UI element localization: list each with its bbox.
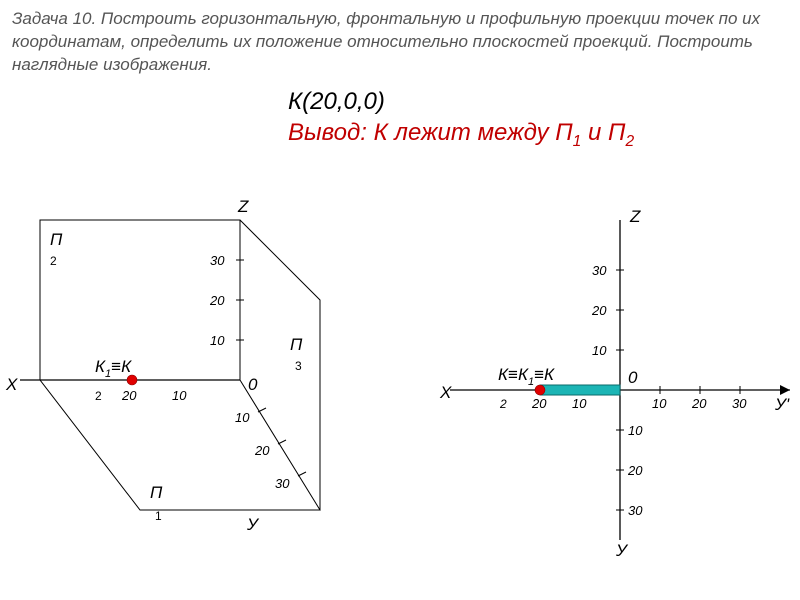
svg-text:У': У' (774, 395, 790, 414)
svg-text:10: 10 (592, 343, 607, 358)
svg-text:У: У (246, 515, 260, 534)
svg-text:У: У (615, 541, 629, 560)
svg-text:30: 30 (592, 263, 607, 278)
svg-text:П: П (150, 483, 163, 502)
svg-text:2: 2 (95, 389, 102, 403)
svg-text:3: 3 (295, 359, 302, 373)
svg-text:Z: Z (237, 197, 249, 216)
svg-text:1: 1 (155, 509, 162, 523)
svg-text:20: 20 (591, 303, 607, 318)
svg-text:0: 0 (628, 368, 638, 387)
svg-text:10: 10 (628, 423, 643, 438)
svg-text:30: 30 (628, 503, 643, 518)
point-coordinates: К(20,0,0) (288, 88, 385, 116)
cyan-segment (540, 385, 620, 395)
svg-text:10: 10 (210, 333, 225, 348)
svg-text:Х: Х (439, 383, 452, 402)
svg-text:Z: Z (629, 207, 641, 226)
svg-text:10: 10 (652, 396, 667, 411)
svg-text:10: 10 (572, 396, 587, 411)
point-k-axon (127, 375, 137, 385)
axonometric-diagram: 10 20 30 Х 10 20 0 Z П 2 П 1 П 3 У 10 20… (0, 190, 330, 570)
svg-text:20: 20 (209, 293, 225, 308)
svg-text:20: 20 (254, 443, 270, 458)
svg-text:Х: Х (5, 375, 18, 394)
epure-diagram: Х У' Z У 0 10 20 30 10 20 30 10 20 2 10 … (420, 180, 800, 560)
svg-text:20: 20 (691, 396, 707, 411)
svg-text:П: П (50, 230, 63, 249)
problem-statement: Задача 10. Построить горизонтальную, фро… (12, 8, 788, 77)
svg-text:20: 20 (121, 388, 137, 403)
conclusion-text: Вывод: К лежит между П1 и П2 (288, 118, 634, 151)
svg-text:10: 10 (235, 410, 250, 425)
svg-text:2: 2 (499, 397, 507, 411)
svg-text:К1≡К: К1≡К (95, 357, 132, 380)
svg-text:0: 0 (248, 375, 258, 394)
svg-text:П: П (290, 335, 303, 354)
svg-text:30: 30 (732, 396, 747, 411)
svg-text:30: 30 (275, 476, 290, 491)
svg-text:20: 20 (531, 396, 547, 411)
svg-text:30: 30 (210, 253, 225, 268)
svg-text:2: 2 (50, 254, 57, 268)
svg-text:10: 10 (172, 388, 187, 403)
point-k-epure (535, 385, 545, 395)
svg-text:20: 20 (627, 463, 643, 478)
